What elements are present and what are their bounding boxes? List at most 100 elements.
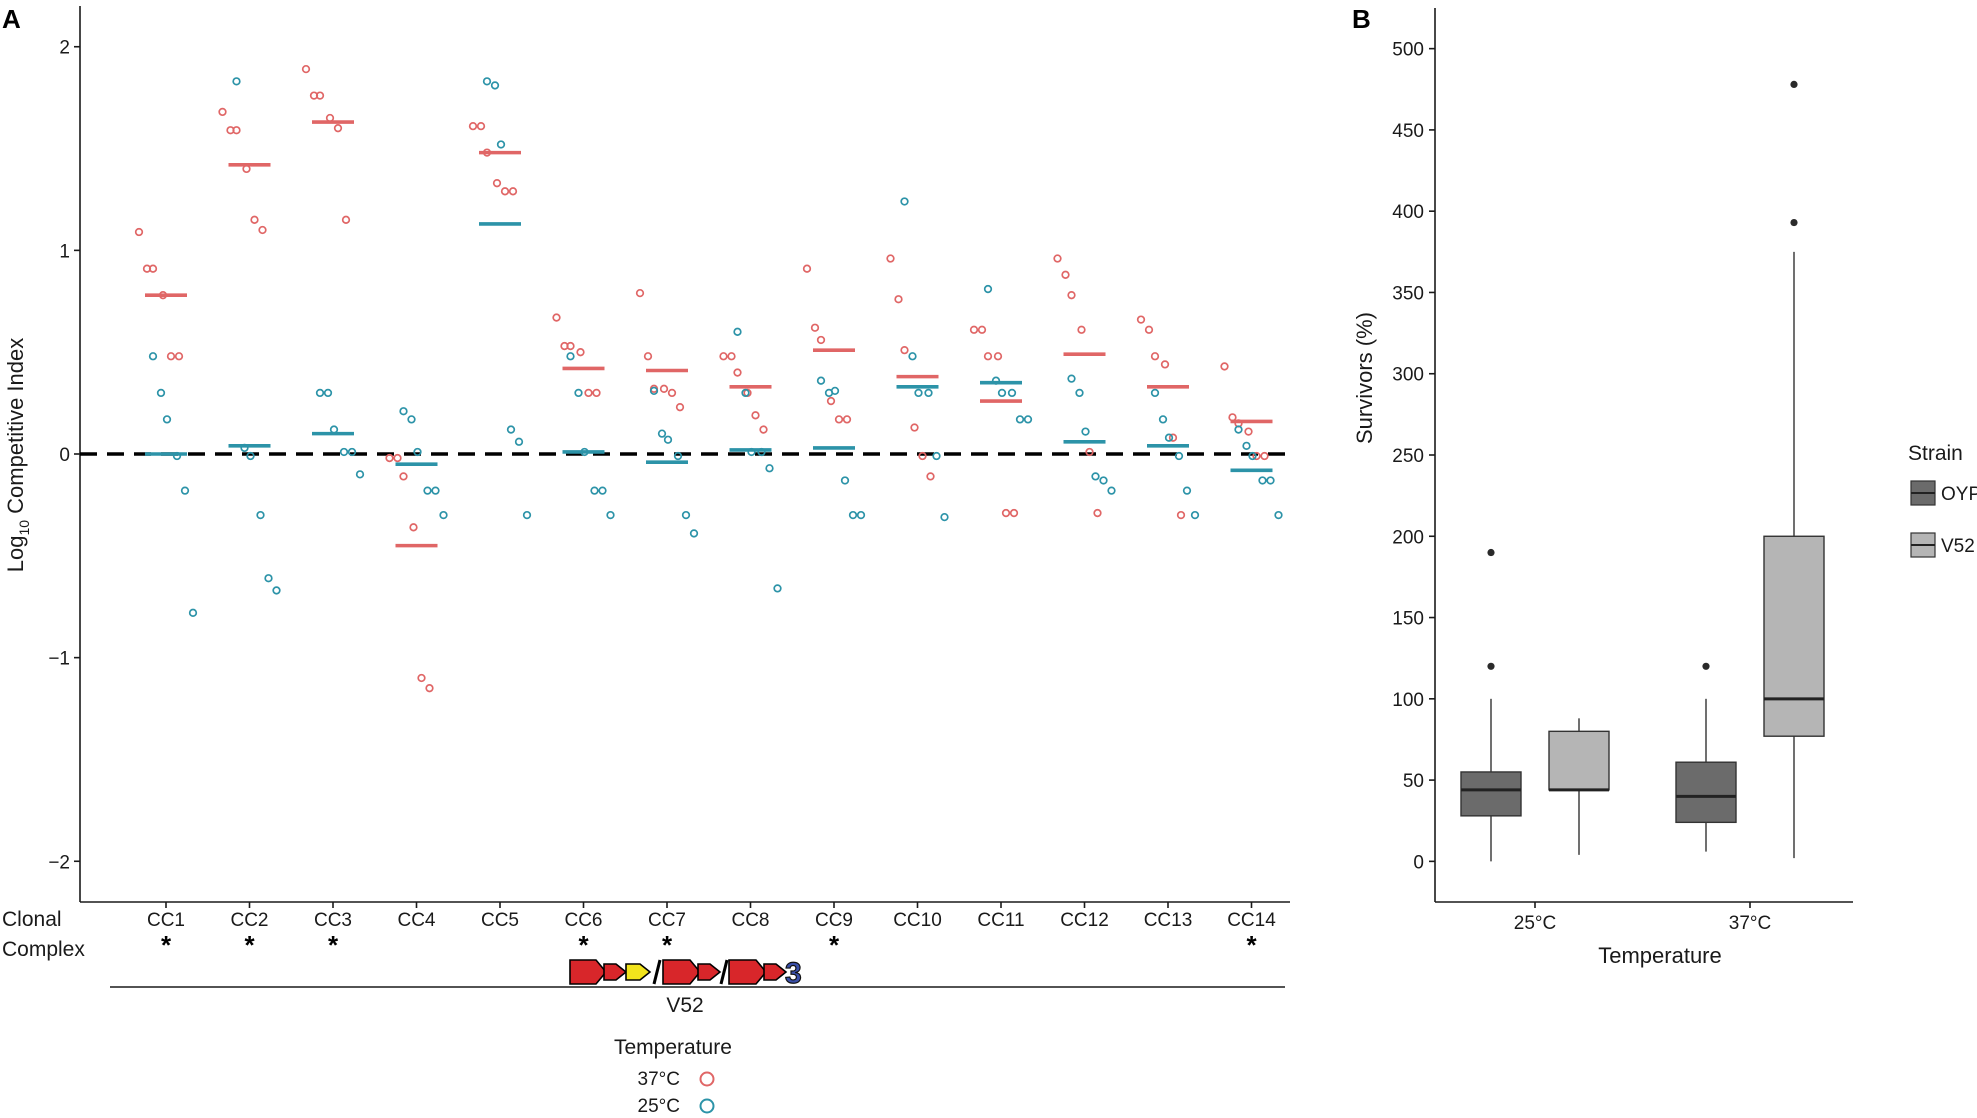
a-point-25c [997, 388, 1007, 398]
a-point-37c [1093, 508, 1102, 518]
a-point-25c [156, 388, 166, 398]
a-point-37c [1150, 352, 1160, 361]
significance-star: * [1246, 930, 1257, 960]
a-point-37c [425, 684, 434, 693]
b-y-tick-label: 250 [1392, 446, 1424, 467]
b-y-tick-label: 500 [1392, 40, 1424, 61]
a-point-25c [689, 529, 699, 538]
b-legend-title: Strain [1908, 442, 1963, 465]
a-point-37c [1001, 508, 1011, 518]
gene-arrow-5 [728, 959, 768, 985]
b-legend-label-oyp: OYP [1941, 484, 1977, 505]
a-point-25c [566, 352, 575, 361]
a-point-25c [590, 486, 599, 495]
a-point-25c [1015, 415, 1025, 424]
a-point-25c [1258, 476, 1267, 485]
a-point-25c [1182, 486, 1192, 495]
significance-star: * [829, 930, 840, 960]
a-point-25c [657, 429, 667, 438]
a-point-25c [574, 388, 583, 398]
a-point-37c [417, 673, 426, 683]
b-legend-label-v52: V52 [1941, 536, 1975, 557]
a-point-25c [773, 584, 782, 593]
a-point-37c [592, 388, 601, 398]
a-point-37c [802, 264, 812, 273]
a-point-37c [918, 451, 927, 461]
a-point-25c [506, 425, 516, 434]
a-point-37c [1053, 254, 1062, 263]
a-point-25c [264, 574, 273, 583]
significance-star: * [244, 930, 255, 960]
a-point-25c [1099, 476, 1108, 485]
a-legend-key-37 [699, 1071, 715, 1087]
a-point-37c [468, 121, 478, 131]
strain-label: V52 [666, 994, 703, 1017]
b-y-tick-label: 350 [1392, 283, 1424, 304]
a-point-37c [552, 313, 561, 322]
a-point-37c [1220, 362, 1229, 371]
gene-arrow-3 [662, 959, 702, 985]
operon-separator-1 [652, 959, 662, 985]
a-point-25c [407, 415, 416, 424]
a-point-37c [341, 215, 351, 224]
a-point-37c [232, 126, 241, 135]
a-point-37c [900, 345, 909, 355]
a-point-37c [1009, 508, 1019, 518]
a-point-25c [1023, 415, 1033, 424]
operon-separator-2 [719, 959, 729, 985]
a-y-tick-label: 1 [59, 241, 70, 262]
b-y-tick-label: 300 [1392, 365, 1424, 386]
b-x-tick-label: 25°C [1514, 913, 1556, 934]
a-point-25c [1158, 415, 1168, 424]
a-point-25c [246, 451, 255, 461]
a-point-37c [993, 352, 1003, 361]
a-point-37c [826, 396, 836, 406]
a-point-37c [910, 423, 919, 432]
a-point-37c [258, 225, 267, 235]
b-y-tick-label: 100 [1392, 690, 1424, 711]
a-y-axis-label: Log10 Competitive Index [3, 338, 32, 573]
a-point-37c [1176, 510, 1186, 520]
a-point-25c [765, 464, 774, 473]
a-point-37c [643, 352, 653, 361]
b-y-tick-label: 200 [1392, 527, 1424, 548]
a-point-37c [659, 384, 669, 393]
a-point-37c [635, 288, 645, 298]
a-point-37c [1061, 270, 1070, 279]
a-point-25c [598, 486, 607, 495]
a-point-37c [385, 453, 394, 463]
a-point-37c [759, 425, 768, 434]
a-point-25c [355, 470, 365, 479]
a-x-tick-label: CC13 [1144, 910, 1193, 931]
a-point-37c [675, 403, 685, 412]
a-point-25c [188, 608, 198, 617]
a-x-axis-label-line1: Clonal [2, 908, 62, 931]
a-point-25c [490, 81, 500, 90]
a-point-37c [250, 215, 259, 224]
a-point-37c [733, 368, 742, 377]
a-point-37c [301, 64, 311, 74]
a-point-25c [1248, 451, 1257, 461]
a-point-25c [663, 435, 673, 444]
a-point-37c [926, 472, 935, 481]
a-point-25c [733, 327, 742, 336]
b-outlier-v52 [1790, 80, 1798, 88]
a-point-25c [1274, 510, 1283, 520]
a-x-tick-label: CC3 [314, 910, 352, 931]
a-point-37c [1160, 360, 1170, 369]
a-point-37c [810, 323, 820, 332]
a-point-37c [834, 415, 844, 424]
a-point-37c [1252, 451, 1261, 461]
a-point-25c [848, 510, 858, 520]
a-x-tick-label: CC2 [230, 910, 268, 931]
a-legend-label-37: 37°C [638, 1069, 680, 1090]
b-x-tick-label: 37°C [1729, 913, 1771, 934]
b-outlier-v52 [1790, 218, 1798, 227]
a-point-37c [969, 325, 979, 334]
a-y-tick-label: −1 [48, 649, 70, 670]
a-point-37c [1067, 291, 1076, 300]
a-point-25c [399, 407, 408, 416]
a-point-37c [719, 352, 728, 361]
b-box-oyp [1675, 761, 1737, 824]
